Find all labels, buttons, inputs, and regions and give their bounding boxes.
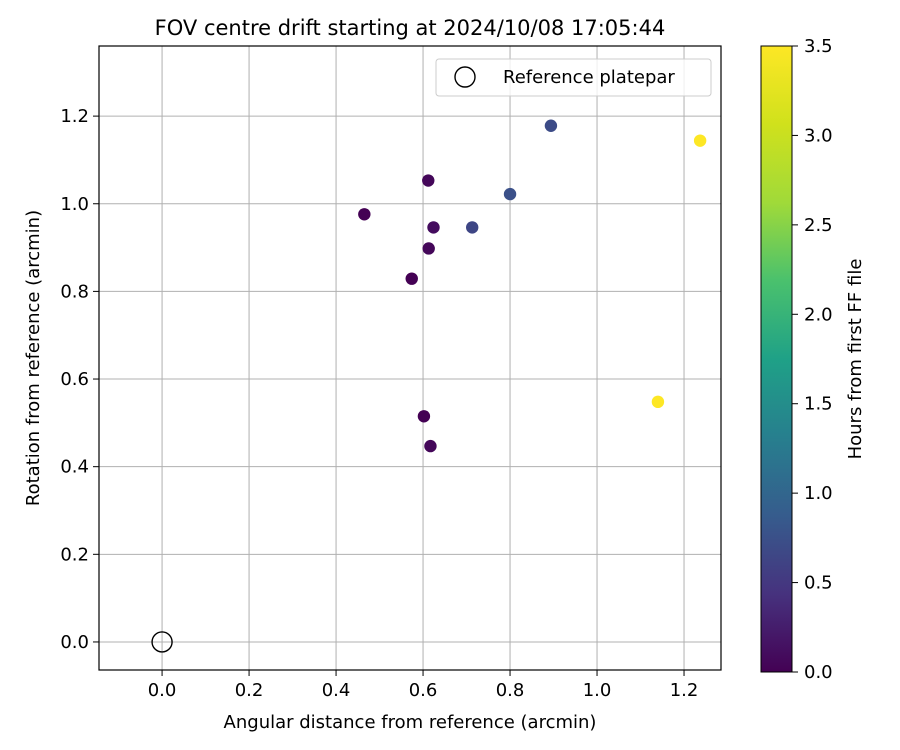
x-tick-label: 1.0 <box>583 680 612 701</box>
data-point <box>651 395 665 409</box>
data-point <box>427 221 440 234</box>
colorbar-tick-label: 1.5 <box>804 394 833 415</box>
data-point <box>693 134 707 147</box>
x-tick-label: 1.2 <box>670 680 699 701</box>
x-tick-label: 0.4 <box>322 680 351 701</box>
colorbar-ticks: 0.0 0.5 1.0 1.5 2.0 2.5 3.0 3.5 <box>792 36 833 683</box>
reference-layer <box>151 631 173 653</box>
reference-marker <box>151 631 173 653</box>
legend-box <box>435 58 712 97</box>
colorbar-label: Hours from first FF file <box>845 259 866 460</box>
data-point <box>422 174 435 187</box>
colorbar-tick-label: 3.5 <box>804 36 833 57</box>
legend-label: Reference platepar <box>503 67 675 88</box>
y-tick-label: 0.0 <box>60 632 89 653</box>
colorbar-tick-label: 2.5 <box>804 215 833 236</box>
chart-title: FOV centre drift starting at 2024/10/08 … <box>155 16 666 40</box>
y-tick-label: 0.6 <box>60 369 89 390</box>
data-point <box>721 97 733 109</box>
legend-marker-open-circle <box>454 66 476 88</box>
data-point <box>417 410 431 423</box>
legend: Reference platepar <box>435 58 712 97</box>
x-tick-label: 0.8 <box>496 680 525 701</box>
colorbar-tick-label: 3.0 <box>804 125 833 146</box>
points-layer <box>358 97 733 453</box>
y-tick-label: 1.2 <box>60 106 89 127</box>
data-point <box>358 208 371 221</box>
x-axis: 0.0 0.2 0.4 0.6 0.8 1.0 1.2 <box>148 670 699 701</box>
grid <box>99 46 721 670</box>
x-tick-label: 0.6 <box>409 680 438 701</box>
colorbar-tick-label: 2.0 <box>804 304 833 325</box>
y-tick-label: 0.4 <box>60 457 89 478</box>
x-axis-label: Angular distance from reference (arcmin) <box>224 712 597 733</box>
data-point <box>503 187 517 201</box>
colorbar-tick-label: 1.0 <box>804 483 833 504</box>
colorbar-tick-label: 0.5 <box>804 573 833 594</box>
y-axis-label: Rotation from reference (arcmin) <box>23 210 44 506</box>
plot-frame <box>98 45 722 671</box>
data-point <box>544 119 558 132</box>
y-axis: 0.0 0.2 0.4 0.6 0.8 1.0 1.2 <box>60 106 99 653</box>
data-point <box>422 242 435 255</box>
colorbar-tick-label: 0.0 <box>804 662 833 683</box>
x-tick-label: 0.0 <box>148 680 177 701</box>
y-tick-label: 0.2 <box>60 544 89 565</box>
data-point <box>405 272 418 285</box>
colorbar: 0.0 0.5 1.0 1.5 2.0 2.5 3.0 3.5 Hours from firs… <box>760 36 866 683</box>
data-point <box>424 439 437 453</box>
colorbar-gradient <box>760 45 793 673</box>
y-tick-label: 0.8 <box>60 281 89 302</box>
data-point <box>466 221 479 234</box>
y-tick-label: 1.0 <box>60 194 89 215</box>
x-tick-label: 0.2 <box>235 680 264 701</box>
